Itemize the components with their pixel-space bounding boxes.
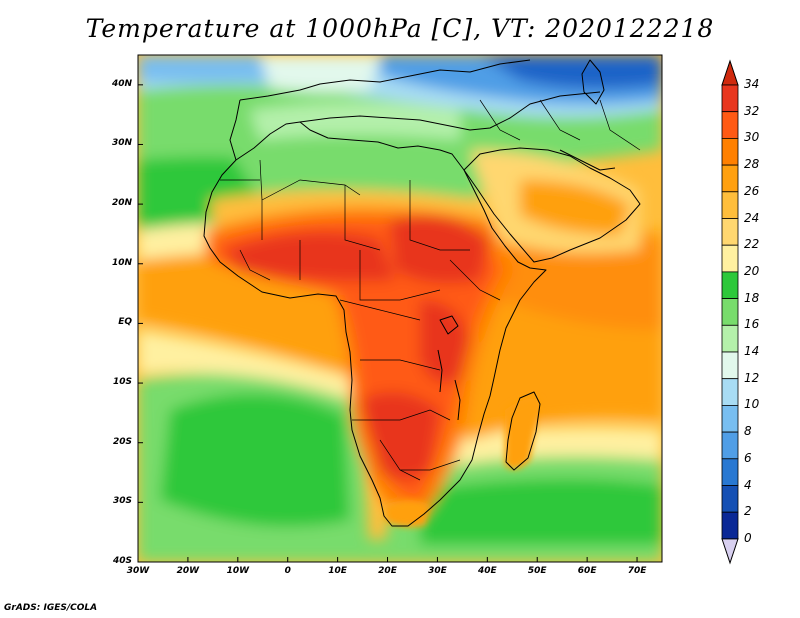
country-borders	[220, 99, 641, 481]
lat-tick-label: 40N	[111, 78, 132, 89]
colorbar-tick-label: 4	[744, 477, 752, 492]
colorbar-tick-label: 28	[744, 157, 760, 172]
axis-ticks	[137, 84, 638, 563]
colorbar-swatch	[721, 137, 739, 166]
colorbar-tick-label: 16	[744, 317, 760, 332]
colorbar-swatch	[721, 191, 739, 219]
lon-tick-label: 70E	[627, 566, 647, 576]
lon-tick-label: 30E	[428, 566, 447, 576]
colorbar-swatch	[721, 111, 739, 139]
colorbar-over-triangle	[721, 59, 739, 86]
coastlines	[203, 59, 641, 527]
lat-tick-label: 20N	[111, 198, 132, 209]
colorbar-swatch	[721, 404, 739, 433]
colorbar-swatch	[721, 511, 739, 540]
colorbar-tick-label: 30	[744, 130, 760, 145]
colorbar-tick-label: 34	[744, 77, 760, 91]
colorbar-under-triangle	[721, 538, 739, 565]
colorbar-tick-label: 22	[744, 237, 760, 252]
lon-tick-label: 50E	[527, 566, 547, 576]
colorbar-swatch	[721, 485, 739, 513]
map-frame	[137, 54, 663, 563]
colorbar-tick-label: 8	[744, 424, 752, 439]
lat-tick-label: 20S	[112, 436, 132, 447]
colorbar-swatch	[721, 244, 739, 273]
colorbar-tick-label: 12	[744, 370, 760, 385]
lon-tick-label: 0	[284, 566, 291, 576]
colorbar-tick-label: 18	[744, 290, 760, 305]
colorbar-tick-label: 14	[744, 344, 760, 358]
colorbar-tick-label: 32	[744, 103, 760, 118]
colorbar-tick-label: 6	[744, 450, 752, 465]
colorbar-tick-label: 0	[744, 530, 752, 545]
lon-tick-label: 20W	[176, 566, 200, 576]
colorbar-swatch	[721, 218, 739, 246]
colorbar-tick-label: 20	[744, 263, 760, 278]
lat-tick-label: 30N	[111, 138, 132, 149]
lon-tick-label: 10E	[328, 566, 347, 576]
temperature-field	[138, 55, 662, 562]
colorbar-swatch	[721, 458, 739, 486]
lon-tick-label: 10W	[226, 566, 250, 576]
lat-tick-label: 10S	[112, 377, 132, 388]
colorbar-swatch	[721, 84, 739, 113]
colorbar-swatch	[721, 324, 739, 353]
colorbar-swatch	[721, 378, 739, 406]
lat-tick-label: 10N	[111, 257, 132, 268]
lon-tick-label: 20E	[378, 566, 397, 576]
colorbar-swatch	[721, 271, 739, 299]
colorbar-swatch	[721, 431, 739, 460]
lat-tick-label: 30S	[112, 496, 132, 507]
lon-tick-label: 30W	[126, 566, 150, 576]
colorbar-tick-label: 26	[744, 183, 760, 198]
lon-tick-label: 40E	[477, 566, 497, 576]
lon-tick-label: 60E	[577, 566, 597, 576]
lat-tick-label: 40S	[112, 556, 132, 566]
colorbar	[721, 59, 739, 565]
colorbar-swatch	[721, 298, 739, 326]
colorbar-tick-label: 24	[744, 210, 760, 225]
lat-tick-label: EQ	[118, 317, 132, 328]
colorbar-tick-label: 10	[744, 397, 760, 412]
credit-text: GrADS: IGES/COLA	[4, 603, 98, 613]
map-title: Temperature at 1000hPa [C], VT: 20201222…	[85, 14, 715, 43]
colorbar-swatch	[721, 164, 739, 193]
colorbar-swatch	[721, 351, 739, 380]
colorbar-tick-label: 2	[744, 504, 752, 519]
